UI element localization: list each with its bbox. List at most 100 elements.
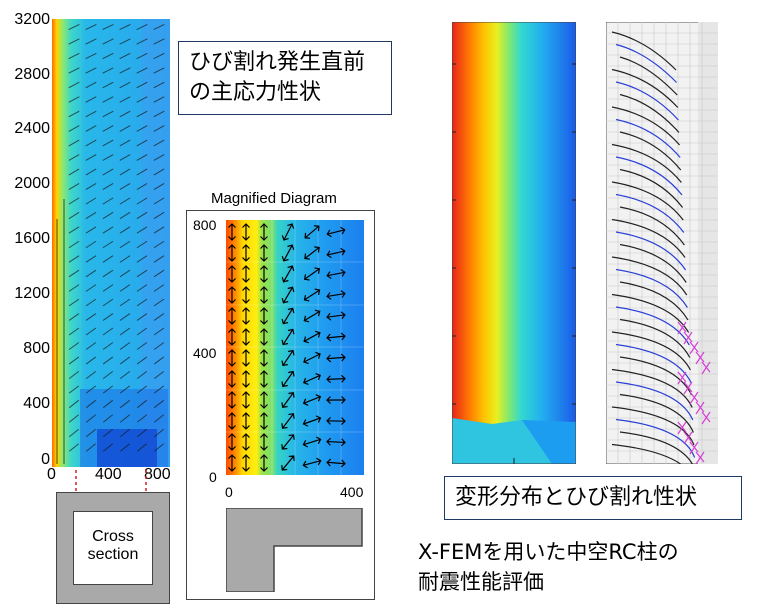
stress-direction-mark [68, 226, 80, 234]
stress-direction-mark [68, 313, 80, 321]
stress-direction-mark [153, 240, 165, 249]
principal-stress-arrow [303, 330, 321, 344]
principal-stress-arrow [260, 412, 268, 430]
stress-direction-mark [153, 96, 165, 103]
principal-stress-arrow [260, 265, 268, 283]
stress-direction-mark [153, 327, 165, 336]
principal-stress-arrow [228, 349, 236, 367]
callout-stress-line2: の主応力性状 [189, 80, 322, 105]
stress-direction-mark [153, 356, 165, 365]
callout-stress-state: ひび割れ発生直前 の主応力性状 [178, 41, 392, 115]
stress-direction-mark [153, 399, 165, 409]
stress-direction-mark [85, 139, 97, 147]
stress-direction-mark [68, 414, 80, 423]
y-tick: 2000 [14, 175, 50, 192]
caption-line2: 耐震性能評価 [418, 570, 544, 594]
stress-direction-mark [85, 327, 97, 336]
stress-direction-mark [136, 428, 148, 438]
crack-line [615, 381, 694, 421]
crack-line-magenta [695, 401, 705, 415]
stress-direction-mark [136, 269, 148, 278]
stress-direction-mark [119, 356, 131, 365]
principal-stress-arrow [303, 373, 321, 385]
stress-direction-mark [119, 385, 131, 394]
stress-direction-mark [102, 313, 114, 321]
stress-direction-mark [119, 182, 131, 191]
stress-direction-mark [136, 255, 148, 263]
principal-stress-arrow [304, 225, 320, 239]
stress-direction-mark [102, 255, 114, 263]
principal-stress-arrow [242, 223, 250, 241]
principal-stress-arrow [326, 458, 346, 468]
cross-section-label-2: section [87, 546, 139, 563]
stress-direction-mark [68, 182, 80, 191]
principal-stress-arrow [326, 269, 346, 279]
principal-stress-arrow [326, 247, 346, 259]
crack-line-magenta [689, 391, 699, 405]
stress-direction-mark [119, 342, 131, 350]
principal-stress-arrow [304, 246, 320, 260]
crack-line [611, 106, 681, 146]
principal-stress-arrow [281, 370, 295, 388]
stress-direction-mark [102, 52, 114, 60]
stress-direction-mark [68, 298, 80, 307]
stress-direction-mark [153, 371, 165, 379]
magnified-contour [226, 220, 364, 475]
principal-stress-arrow [242, 370, 250, 388]
principal-stress-arrow [228, 454, 236, 472]
stress-direction-mark [136, 38, 148, 45]
stress-direction-mark [153, 23, 165, 31]
principal-stress-arrow [228, 370, 236, 388]
crack-line-magenta [701, 361, 711, 375]
y-tick: 800 [23, 340, 50, 357]
principal-stress-arrow [302, 436, 322, 448]
crack-line [619, 206, 685, 246]
stress-direction-mark [119, 298, 131, 307]
stress-direction-mark [102, 81, 114, 89]
mag-x-tick: 400 [340, 484, 364, 500]
crack-line [619, 318, 691, 358]
stress-direction-mark [119, 38, 131, 45]
stress-direction-mark [85, 38, 97, 45]
stress-direction-mark [136, 96, 148, 103]
stress-direction-mark [136, 313, 148, 321]
principal-stress-arrow [281, 455, 295, 471]
stress-direction-mark [68, 211, 80, 220]
stress-direction-mark [68, 52, 80, 60]
stress-direction-mark [68, 67, 80, 74]
crack-line [611, 143, 682, 183]
stress-direction-mark [102, 327, 114, 336]
stress-direction-mark [102, 23, 114, 31]
principal-stress-arrow [326, 396, 346, 404]
stress-direction-mark [153, 211, 165, 220]
crack-line [611, 331, 691, 371]
stress-direction-mark [102, 414, 114, 423]
crack-line-magenta [683, 431, 693, 445]
stress-direction-mark [137, 443, 147, 452]
x-tick: 400 [95, 466, 122, 483]
principal-stress-arrow [326, 290, 346, 300]
stress-direction-mark [102, 38, 114, 45]
crack-line-magenta [677, 371, 687, 385]
stress-direction-mark [68, 284, 80, 292]
stress-direction-mark [68, 197, 80, 205]
stress-direction-mark [102, 284, 114, 292]
crack-line [619, 243, 687, 283]
caption-line1: X-FEMを用いた中空RC柱の [418, 540, 679, 564]
stress-direction-mark [85, 371, 97, 379]
stress-direction-mark [136, 125, 148, 132]
principal-stress-arrow [326, 311, 346, 321]
stress-direction-mark [119, 125, 131, 132]
stress-direction-mark [102, 298, 114, 307]
stress-direction-mark [85, 298, 97, 307]
stress-direction-mark [136, 211, 148, 220]
stress-direction-mark [136, 139, 148, 147]
stress-direction-mark [119, 327, 131, 336]
stress-direction-mark [153, 428, 165, 438]
stress-direction-mark [119, 240, 131, 249]
principal-stress-arrow [281, 328, 295, 346]
stress-direction-mark [136, 23, 148, 31]
stress-direction-mark [102, 211, 114, 220]
principal-stress-arrow [326, 437, 346, 447]
principal-stress-arrow [303, 288, 321, 302]
